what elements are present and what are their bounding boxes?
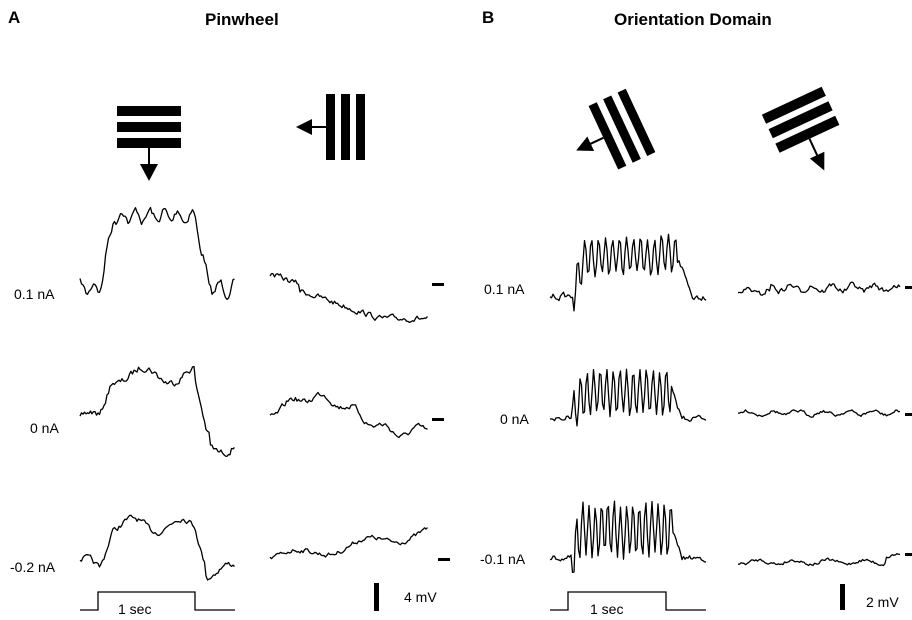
trace-b-orthogonal-0.1nA bbox=[737, 281, 901, 296]
trace-b-preferred-0.1nA bbox=[549, 233, 707, 312]
stimulus-bar-b bbox=[550, 591, 706, 611]
trace-b-orthogonal-neg0.1nA bbox=[738, 553, 901, 567]
baseline-tick-a-3 bbox=[438, 558, 450, 561]
trace-b-preferred-neg0.1nA bbox=[549, 500, 707, 574]
baseline-tick-b-3 bbox=[905, 553, 912, 556]
grating-icon-a-vertical bbox=[296, 94, 365, 160]
current-label-a-1: 0.1 nA bbox=[14, 286, 55, 302]
stimulus-bar-a bbox=[80, 591, 235, 611]
trace-a-preferred-0nA bbox=[79, 365, 235, 457]
trace-a-orthogonal-0.1nA bbox=[269, 272, 428, 324]
trace-a-preferred-0.1nA bbox=[79, 206, 235, 300]
stimulus-duration-label-b: 1 sec bbox=[590, 601, 624, 617]
grating-icon-b-oblique-right bbox=[761, 86, 840, 171]
current-label-b-3: -0.1 nA bbox=[480, 551, 526, 567]
trace-b-preferred-0nA bbox=[549, 368, 707, 427]
panel-a-title: Pinwheel bbox=[205, 10, 279, 29]
baseline-tick-a-1 bbox=[432, 283, 444, 286]
scale-bar-b bbox=[840, 584, 845, 610]
trace-a-orthogonal-neg0.2nA bbox=[269, 527, 428, 560]
trace-a-preferred-neg0.2nA bbox=[79, 514, 235, 581]
current-label-a-3: -0.2 nA bbox=[10, 559, 56, 575]
panel-b-letter: B bbox=[482, 8, 495, 27]
baseline-tick-a-2 bbox=[432, 418, 444, 421]
scale-bar-a bbox=[374, 583, 379, 611]
current-label-b-2: 0 nA bbox=[500, 411, 529, 427]
grating-icon-a-horizontal bbox=[117, 106, 181, 181]
panel-b-title: Orientation Domain bbox=[614, 10, 772, 29]
grating-icon-b-oblique-left bbox=[576, 88, 656, 170]
trace-a-orthogonal-0nA bbox=[269, 391, 428, 439]
scale-bar-label-a: 4 mV bbox=[404, 589, 437, 605]
current-label-a-2: 0 nA bbox=[30, 420, 59, 436]
panel-a-letter: A bbox=[8, 8, 21, 27]
trace-b-orthogonal-0nA bbox=[737, 409, 901, 418]
stimulus-duration-label-a: 1 sec bbox=[118, 601, 152, 617]
current-label-b-1: 0.1 nA bbox=[484, 281, 525, 297]
baseline-tick-b-1 bbox=[905, 286, 912, 289]
scale-bar-label-b: 2 mV bbox=[866, 594, 899, 610]
baseline-tick-b-2 bbox=[905, 413, 912, 416]
